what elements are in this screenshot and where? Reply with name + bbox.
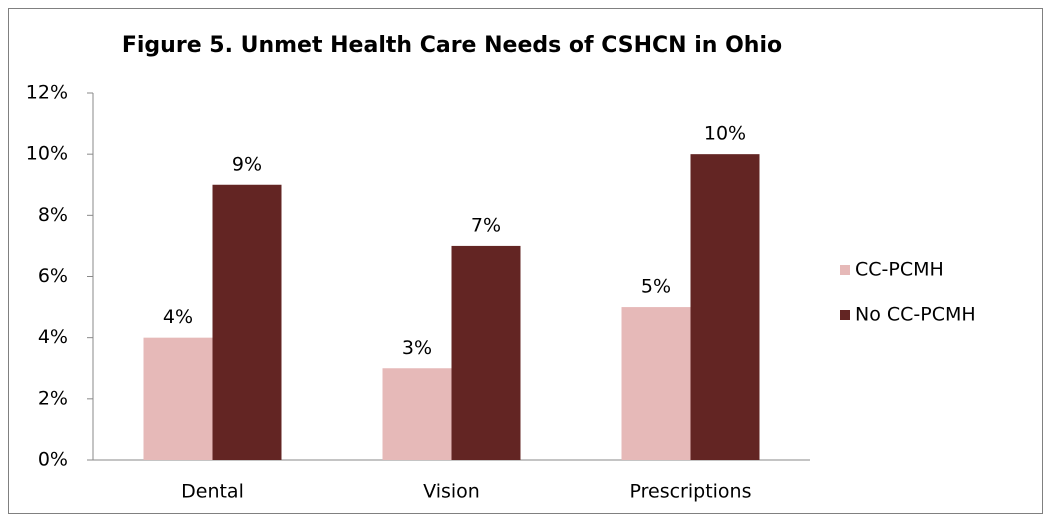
bar bbox=[382, 368, 452, 460]
bar bbox=[451, 245, 521, 460]
data-label: 4% bbox=[163, 306, 193, 328]
y-tick-label: 12% bbox=[26, 82, 68, 104]
chart-title: Figure 5. Unmet Health Care Needs of CSH… bbox=[122, 33, 782, 58]
y-tick-label: 2% bbox=[38, 387, 68, 409]
data-label: 7% bbox=[471, 214, 501, 236]
y-tick-label: 8% bbox=[38, 204, 68, 226]
y-tick-label: 0% bbox=[38, 449, 68, 471]
data-label: 5% bbox=[641, 276, 671, 298]
y-tick-label: 4% bbox=[38, 326, 68, 348]
bar bbox=[690, 154, 760, 460]
x-tick-label: Vision bbox=[423, 481, 480, 503]
bar bbox=[212, 184, 282, 460]
x-tick-label: Prescriptions bbox=[630, 481, 752, 503]
legend-label: CC-PCMH bbox=[855, 259, 944, 281]
bar bbox=[621, 307, 691, 460]
data-label: 9% bbox=[232, 153, 262, 175]
data-label: 3% bbox=[402, 337, 432, 359]
y-tick-label: 10% bbox=[26, 143, 68, 165]
legend-label: No CC-PCMH bbox=[855, 304, 976, 326]
legend-swatch bbox=[840, 310, 850, 320]
x-tick-label: Dental bbox=[181, 481, 244, 503]
data-label: 10% bbox=[704, 123, 746, 145]
legend-swatch bbox=[840, 265, 850, 275]
y-tick-label: 6% bbox=[38, 265, 68, 287]
bar bbox=[143, 337, 213, 460]
